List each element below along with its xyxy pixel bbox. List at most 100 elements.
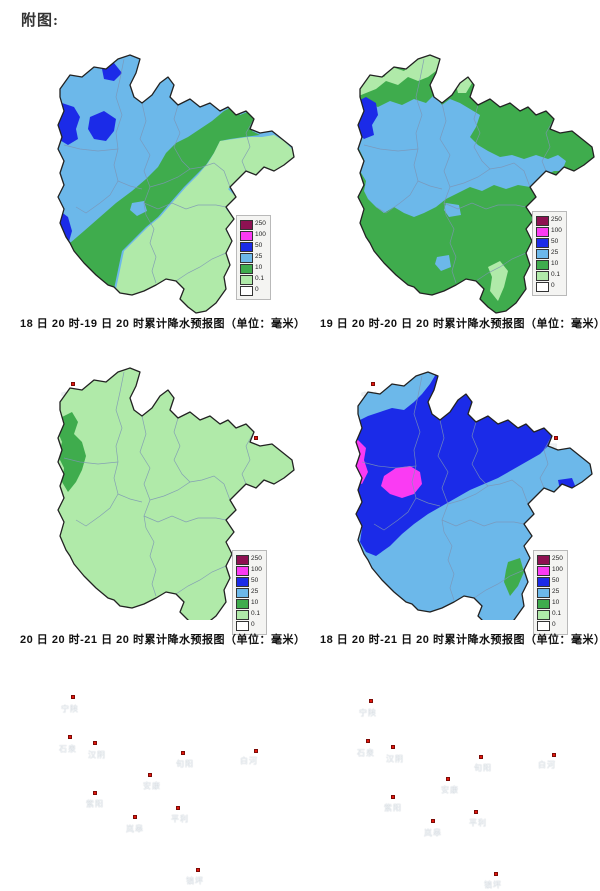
county-border xyxy=(443,202,527,210)
county-border xyxy=(361,461,417,469)
legend-value: 0 xyxy=(251,621,255,629)
legend-row: 10 xyxy=(240,263,266,274)
legend-row: 50 xyxy=(536,237,562,248)
rain-region-0.1mm xyxy=(456,75,472,93)
county-border xyxy=(139,102,151,216)
legend-swatch xyxy=(236,620,249,631)
legend-swatch xyxy=(537,598,550,609)
county-border xyxy=(473,104,491,170)
map-svg-map3 xyxy=(57,367,295,627)
legend-value: 250 xyxy=(551,216,562,224)
rain-region-100mm xyxy=(356,440,368,484)
city-marker-pingli xyxy=(176,806,180,810)
city-marker-xunyang xyxy=(479,755,483,759)
city-marker-zhenping xyxy=(494,872,498,876)
county-border xyxy=(117,180,143,190)
rain-region-0.1mm xyxy=(358,55,440,97)
legend-swatch xyxy=(536,281,549,292)
legend-value: 50 xyxy=(251,577,259,585)
city-marker-shiquan xyxy=(68,735,72,739)
legend-value: 0.1 xyxy=(255,275,265,283)
precip-map-panel-4: 宁陕 石泉 汉阴 紫阳 安康 旬阳 白河 岚皋 平利 镇坪 250 100 50 25 10 0.1 0 18 … xyxy=(320,350,600,890)
map-svg-map2 xyxy=(357,54,595,314)
legend-value: 25 xyxy=(552,588,560,596)
county-border xyxy=(75,461,119,527)
legend-swatch xyxy=(236,554,249,565)
county-border xyxy=(441,519,525,527)
precip-map-panel-3: 宁陕 石泉 汉阴 紫阳 安康 旬阳 白河 岚皋 平利 镇坪 250 100 50 25 10 0.1 0 20 … xyxy=(20,350,306,886)
legend-value: 10 xyxy=(551,260,559,268)
legend-value: 50 xyxy=(552,577,560,585)
city-marker-shiquan xyxy=(366,739,370,743)
county-border xyxy=(449,162,531,188)
legend-value: 50 xyxy=(255,242,263,250)
map3-caption: 20 日 20 时-21 日 20 时累计降水预报图（单位：毫米） xyxy=(20,634,306,646)
county-border xyxy=(437,419,449,533)
city-label-ziyang: 紫阳 xyxy=(86,799,104,809)
city-label-xunyang: 旬阳 xyxy=(176,759,194,769)
county-border xyxy=(417,180,443,190)
city-label-xunyang: 旬阳 xyxy=(474,763,492,773)
county-border xyxy=(413,375,423,467)
legend-value: 250 xyxy=(552,555,563,563)
legend-row: 10 xyxy=(536,259,562,270)
city-label-langao: 岚皋 xyxy=(424,828,442,838)
map-svg-map1 xyxy=(57,54,295,314)
rain-region-10mm xyxy=(70,107,260,289)
legend-swatch xyxy=(536,237,549,248)
legend-row: 10 xyxy=(537,598,563,609)
legend-swatch xyxy=(236,609,249,620)
legend-swatch xyxy=(536,248,549,259)
county-border xyxy=(145,214,157,284)
weather-forecast-attachment-page: { "header": { "title": "附图:" }, "legend"… xyxy=(20,13,600,890)
county-border xyxy=(173,417,191,483)
city-label-pingli: 平利 xyxy=(171,814,189,824)
city-marker-baihe xyxy=(254,749,258,753)
legend-swatch xyxy=(240,263,253,274)
city-marker-hanyin xyxy=(391,745,395,749)
city-label-ningshan: 宁陕 xyxy=(61,704,79,714)
city-label-shiquan: 石泉 xyxy=(59,744,77,754)
legend-row: 250 xyxy=(236,554,262,565)
legend-swatch xyxy=(536,215,549,226)
city-label-zhenping: 镇坪 xyxy=(186,876,204,886)
legend-row: 250 xyxy=(537,554,563,565)
legend-row: 250 xyxy=(240,219,266,230)
legend-row: 0 xyxy=(536,281,562,292)
map-base-region xyxy=(58,368,294,626)
county-border xyxy=(75,148,119,214)
legend-value: 10 xyxy=(251,599,259,607)
legend-row: 10 xyxy=(236,598,262,609)
rain-region-25mm xyxy=(444,203,461,217)
legend-swatch xyxy=(537,554,550,565)
city-label-zhenping: 镇坪 xyxy=(484,880,502,890)
legend-value: 100 xyxy=(552,566,563,574)
county-border xyxy=(241,118,255,172)
map2-caption: 19 日 20 时-20 日 20 时累计降水预报图（单位：毫米） xyxy=(320,318,600,330)
legend-row: 0.1 xyxy=(536,270,562,281)
prefecture-outline xyxy=(355,371,593,631)
city-marker-langao xyxy=(133,815,137,819)
county-border xyxy=(149,162,231,188)
legend-value: 0.1 xyxy=(251,610,261,618)
city-label-hanyin: 汉阴 xyxy=(88,750,106,760)
rain-region-10mm xyxy=(58,412,86,492)
legend-row: 50 xyxy=(236,576,262,587)
legend-value: 250 xyxy=(255,220,266,228)
prefecture-outline xyxy=(57,367,295,627)
legend-row: 0 xyxy=(240,285,266,296)
county-border xyxy=(539,435,553,489)
legend-swatch xyxy=(236,587,249,598)
city-marker-ningshan xyxy=(71,695,75,699)
legend-row: 100 xyxy=(236,565,262,576)
rain-region-10mm xyxy=(504,558,524,596)
city-marker-ziyang xyxy=(391,795,395,799)
legend-value: 0 xyxy=(551,282,555,290)
city-label-ankang: 安康 xyxy=(441,785,459,795)
city-label-langao: 岚皋 xyxy=(126,824,144,834)
city-label-shiquan: 石泉 xyxy=(357,748,375,758)
county-border xyxy=(415,58,425,150)
legend-row: 250 xyxy=(536,215,562,226)
